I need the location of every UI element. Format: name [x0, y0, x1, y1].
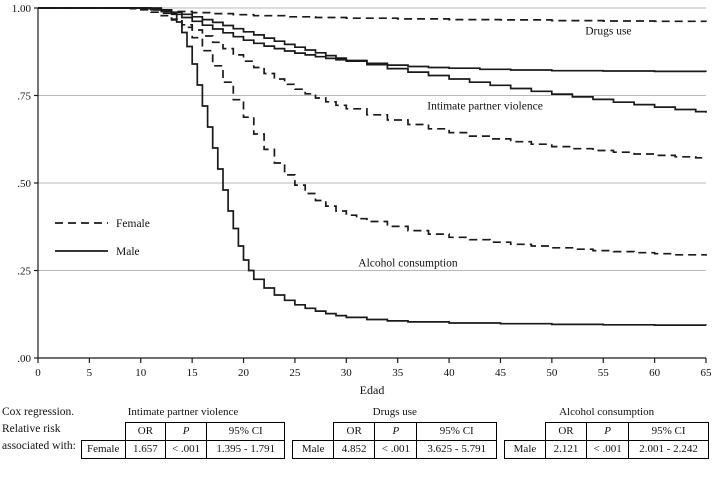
table-caption: Cox regression. Relative risk associated… [2, 404, 81, 455]
col-header-or: OR [124, 422, 167, 441]
ci-value: 1.395 - 1.791 [206, 440, 286, 459]
x-tick-label: 60 [649, 367, 661, 379]
annotation-drugs-use: Drugs use [585, 25, 631, 37]
caption-line-2: Relative risk [2, 423, 61, 435]
x-tick-label: 0 [35, 367, 41, 379]
col-header-p: P [586, 422, 630, 441]
ci-value: 3.625 - 5.791 [416, 440, 498, 459]
col-header-ci: 95% CI [628, 422, 710, 441]
or-value: 2.121 [544, 440, 588, 459]
col-header-or: OR [332, 422, 376, 441]
row-label: Male [504, 440, 546, 459]
legend-label-male: Male [116, 246, 140, 258]
x-tick-label: 10 [135, 367, 147, 379]
ci-value: 2.001 - 2.242 [628, 440, 710, 459]
empty-cell [293, 423, 334, 441]
x-tick-label: 65 [701, 367, 713, 379]
x-tick-label: 25 [289, 367, 301, 379]
x-tick-label: 35 [392, 367, 404, 379]
empty-cell [81, 423, 125, 441]
y-tick-label: .00 [17, 353, 31, 365]
group-title: Drugs use [372, 406, 417, 418]
y-tick-label: .25 [17, 266, 31, 278]
series-drugs-use-female [38, 7, 707, 23]
series-drugs-use-male [38, 7, 707, 73]
annotation-alcohol-consumption: Alcohol consumption [358, 257, 458, 269]
p-value: < .001 [586, 440, 630, 459]
empty-cell [505, 423, 546, 441]
col-header-or: OR [544, 422, 588, 441]
group-title: Alcohol consumption [559, 406, 655, 418]
y-tick-label: .75 [17, 91, 31, 103]
y-tick-label: .50 [17, 178, 31, 190]
x-tick-label: 45 [495, 367, 507, 379]
series-alcohol-consumption-female [38, 7, 707, 256]
col-header-ci: 95% CI [416, 422, 498, 441]
x-tick-label: 50 [546, 367, 558, 379]
group-title: Intimate partner violence [127, 406, 239, 418]
x-tick-label: 5 [87, 367, 93, 379]
x-axis-label: Edad [360, 383, 385, 397]
x-tick-label: 55 [598, 367, 610, 379]
annotation-intimate-partner-violence: Intimate partner violence [427, 101, 543, 113]
x-tick-label: 30 [341, 367, 353, 379]
series-intimate-partner-violence-male [38, 7, 707, 113]
x-tick-label: 20 [238, 367, 250, 379]
or-value: 4.852 [332, 440, 376, 459]
x-tick-label: 15 [187, 367, 199, 379]
cox-regression-table: Cox regression. Relative risk associated… [0, 402, 717, 459]
col-header-ci: 95% CI [206, 422, 286, 441]
regression-group-drugs-use: Drugs use OR P 95% CI Male 4.852 < .001 … [292, 404, 498, 459]
y-tick-label: 1.00 [12, 3, 32, 15]
series-intimate-partner-violence-female [38, 7, 707, 159]
regression-group-intimate-partner-violence: Intimate partner violence OR P 95% CI Fe… [80, 404, 286, 459]
row-label: Male [292, 440, 334, 459]
col-header-p: P [374, 422, 418, 441]
x-tick-label: 40 [444, 367, 456, 379]
legend-label-female: Female [116, 218, 150, 230]
col-header-p: P [165, 422, 208, 441]
p-value: < .001 [374, 440, 418, 459]
survival-chart: .00 .25 .50 .75 1.00 0 5 10 15 20 25 30 35 40 45 50 55 60… [12, 3, 713, 397]
series-alcohol-consumption-male [38, 7, 707, 326]
p-value: < .001 [165, 440, 208, 459]
or-value: 1.657 [124, 440, 167, 459]
caption-line-3: associated with: [2, 440, 76, 452]
row-label: Female [80, 440, 126, 459]
regression-group-alcohol-consumption: Alcohol consumption OR P 95% CI Male 2.1… [504, 404, 710, 459]
caption-line-1: Cox regression. [2, 406, 75, 418]
